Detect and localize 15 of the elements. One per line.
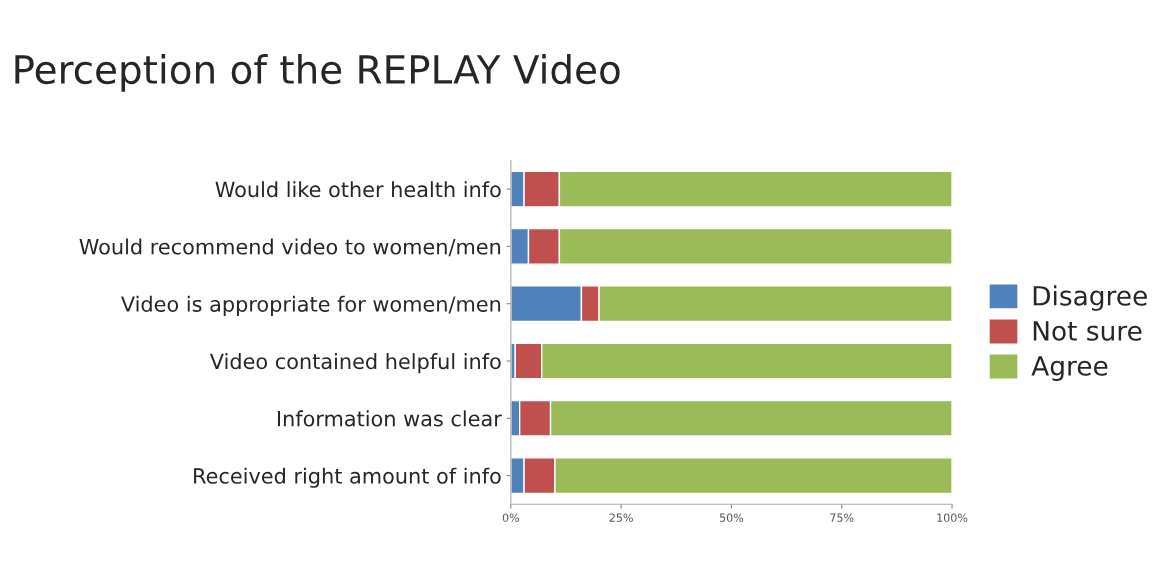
y-tick-label: Would like other health info	[215, 181, 501, 198]
legend-label: Not sure	[1033, 321, 1142, 341]
legend-label: Agree	[1031, 356, 1108, 381]
y-tick-label: Received right amount of info	[194, 467, 501, 488]
legend-label: Disagree	[1033, 285, 1147, 311]
y-tick-label: Video contained helpful info	[209, 353, 501, 374]
y-tick-label: Information was clear	[277, 410, 502, 427]
x-tick-label: 75%	[830, 513, 854, 522]
chart-title: Perception of the REPLAY Video	[15, 54, 620, 92]
x-tick-label: 0%	[502, 513, 520, 522]
x-tick-label: 25%	[609, 513, 633, 522]
x-tick-label: 50%	[719, 513, 744, 522]
x-tick-label: 100%	[937, 513, 968, 522]
y-tick-label: Would recommend video to women/men	[79, 238, 501, 257]
y-tick-label: Video is appropriate for women/men	[121, 295, 501, 316]
